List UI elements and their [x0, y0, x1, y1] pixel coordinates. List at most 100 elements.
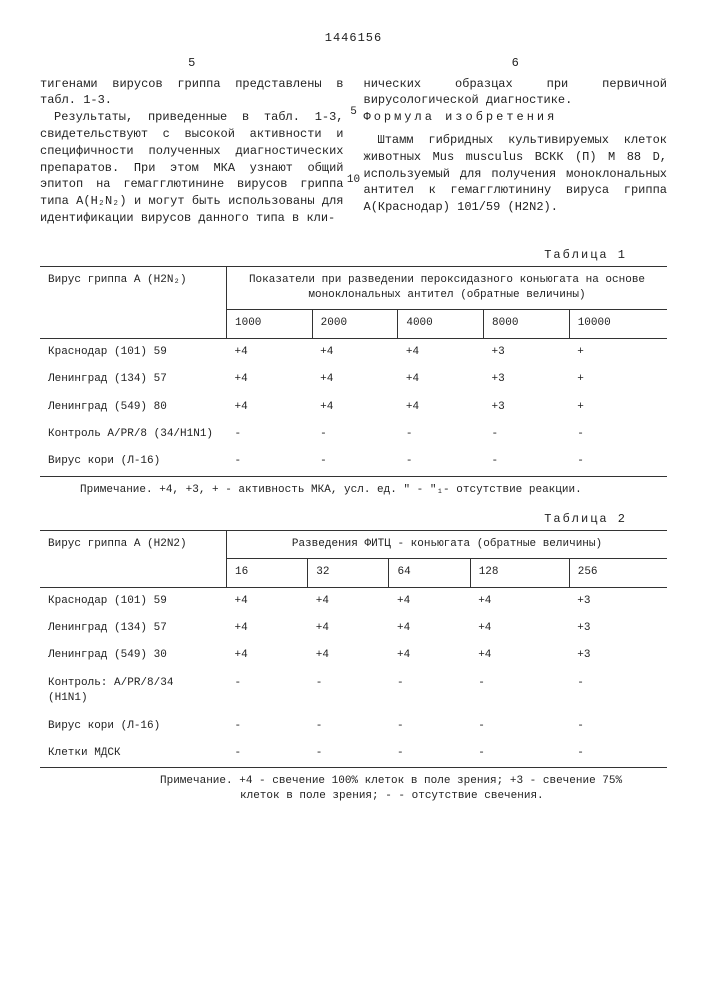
cell-value: -	[227, 448, 313, 476]
table-row: Вирус кори (Л-16)-----	[40, 713, 667, 740]
table-row: Ленинград (134) 57+4+4+4+4+3	[40, 615, 667, 642]
cell-value: +4	[227, 366, 313, 393]
table-row: Ленинград (549) 30+4+4+4+4+3	[40, 642, 667, 669]
table1-col-2: 4000	[398, 310, 484, 338]
right-para-2: Штамм гибридных культивируемых клеток жи…	[364, 132, 668, 216]
cell-value: +4	[312, 366, 398, 393]
table-1: Вирус гриппа A (H2N₂) Показатели при раз…	[40, 266, 667, 477]
cell-value: +4	[312, 394, 398, 421]
right-para-1: нических образцах при первичной вирусоло…	[364, 76, 668, 110]
table1-group-header: Показатели при разведении пероксидазного…	[227, 266, 668, 310]
table2-col-2: 64	[389, 559, 470, 587]
row-name: Ленинград (549) 80	[40, 394, 227, 421]
cell-value: +3	[484, 338, 570, 366]
cell-value: +4	[227, 338, 313, 366]
cell-value: +4	[389, 587, 470, 615]
cell-value: +3	[569, 642, 667, 669]
cell-value: -	[569, 421, 667, 448]
cell-value: +4	[470, 587, 569, 615]
table1-note: Примечание. +4, +3, + - активность МКА, …	[80, 483, 667, 497]
table2-col-3: 128	[470, 559, 569, 587]
cell-value: +4	[308, 587, 389, 615]
table-row: Клетки МДСК-----	[40, 740, 667, 768]
cell-value: +4	[470, 615, 569, 642]
table-row: Краснодар (101) 59+4+4+4+3+	[40, 338, 667, 366]
left-column: 5 тигенами вирусов гриппа представлены в…	[40, 55, 344, 227]
cell-value: -	[227, 421, 313, 448]
row-name: Краснодар (101) 59	[40, 587, 227, 615]
cell-value: -	[484, 448, 570, 476]
row-name: Ленинград (549) 30	[40, 642, 227, 669]
table-row: Ленинград (549) 80+4+4+4+3+	[40, 394, 667, 421]
table-row: Контроль: A/PR/8/34 (H1N1)-----	[40, 670, 667, 713]
cell-value: -	[308, 713, 389, 740]
table1-row-header: Вирус гриппа A (H2N₂)	[40, 266, 227, 338]
cell-value: -	[398, 448, 484, 476]
table-row: Краснодар (101) 59+4+4+4+4+3	[40, 587, 667, 615]
table2-label: Таблица 2	[40, 511, 627, 528]
cell-value: -	[569, 670, 667, 713]
cell-value: +4	[389, 642, 470, 669]
cell-value: -	[312, 421, 398, 448]
cell-value: -	[227, 713, 308, 740]
row-name: Ленинград (134) 57	[40, 615, 227, 642]
cell-value: +	[569, 338, 667, 366]
cell-value: -	[227, 740, 308, 768]
cell-value: -	[308, 740, 389, 768]
table-row: Контроль A/PR/8 (34/H1N1)-----	[40, 421, 667, 448]
table2-col-4: 256	[569, 559, 667, 587]
table2-note: Примечание. +4 - свечение 100% клеток в …	[80, 774, 667, 803]
cell-value: -	[389, 740, 470, 768]
table1-col-3: 8000	[484, 310, 570, 338]
cell-value: +	[569, 366, 667, 393]
row-name: Краснодар (101) 59	[40, 338, 227, 366]
table2-group-header: Разведения ФИТЦ - коньюгата (обратные ве…	[227, 530, 668, 558]
cell-value: -	[389, 670, 470, 713]
row-name: Контроль A/PR/8 (34/H1N1)	[40, 421, 227, 448]
cell-value: -	[389, 713, 470, 740]
line-marker-10: 10	[347, 173, 360, 188]
table-2: Вирус гриппа A (H2N2) Разведения ФИТЦ - …	[40, 530, 667, 769]
cell-value: +4	[308, 615, 389, 642]
cell-value: +4	[227, 642, 308, 669]
cell-value: +4	[389, 615, 470, 642]
cell-value: +4	[398, 366, 484, 393]
cell-value: +4	[308, 642, 389, 669]
left-para-1: тигенами вирусов гриппа представлены в т…	[40, 76, 344, 110]
table2-col-1: 32	[308, 559, 389, 587]
row-name: Контроль: A/PR/8/34 (H1N1)	[40, 670, 227, 713]
text-columns: 5 тигенами вирусов гриппа представлены в…	[40, 55, 667, 227]
table1-label: Таблица 1	[40, 247, 627, 264]
cell-value: +3	[569, 615, 667, 642]
right-col-number: 6	[364, 55, 668, 72]
cell-value: +3	[569, 587, 667, 615]
table1-col-0: 1000	[227, 310, 313, 338]
doc-number: 1446156	[40, 30, 667, 47]
table2-row-header: Вирус гриппа A (H2N2)	[40, 530, 227, 587]
table1-col-1: 2000	[312, 310, 398, 338]
table2-col-0: 16	[227, 559, 308, 587]
cell-value: -	[308, 670, 389, 713]
cell-value: -	[484, 421, 570, 448]
cell-value: -	[227, 670, 308, 713]
cell-value: +3	[484, 394, 570, 421]
cell-value: +4	[398, 338, 484, 366]
cell-value: -	[569, 448, 667, 476]
left-para-2: Результаты, приведенные в табл. 1-3, сви…	[40, 109, 344, 227]
table1-col-4: 10000	[569, 310, 667, 338]
cell-value: -	[470, 670, 569, 713]
cell-value: -	[569, 713, 667, 740]
cell-value: -	[470, 713, 569, 740]
cell-value: +4	[312, 338, 398, 366]
cell-value: -	[398, 421, 484, 448]
cell-value: +4	[227, 587, 308, 615]
right-column: 6 нических образцах при первичной вирусо…	[364, 55, 668, 227]
left-col-number: 5	[40, 55, 344, 72]
cell-value: +4	[398, 394, 484, 421]
cell-value: -	[312, 448, 398, 476]
cell-value: +3	[484, 366, 570, 393]
formula-label: Формула изобретения	[364, 109, 668, 126]
row-name: Ленинград (134) 57	[40, 366, 227, 393]
cell-value: -	[470, 740, 569, 768]
cell-value: +4	[470, 642, 569, 669]
